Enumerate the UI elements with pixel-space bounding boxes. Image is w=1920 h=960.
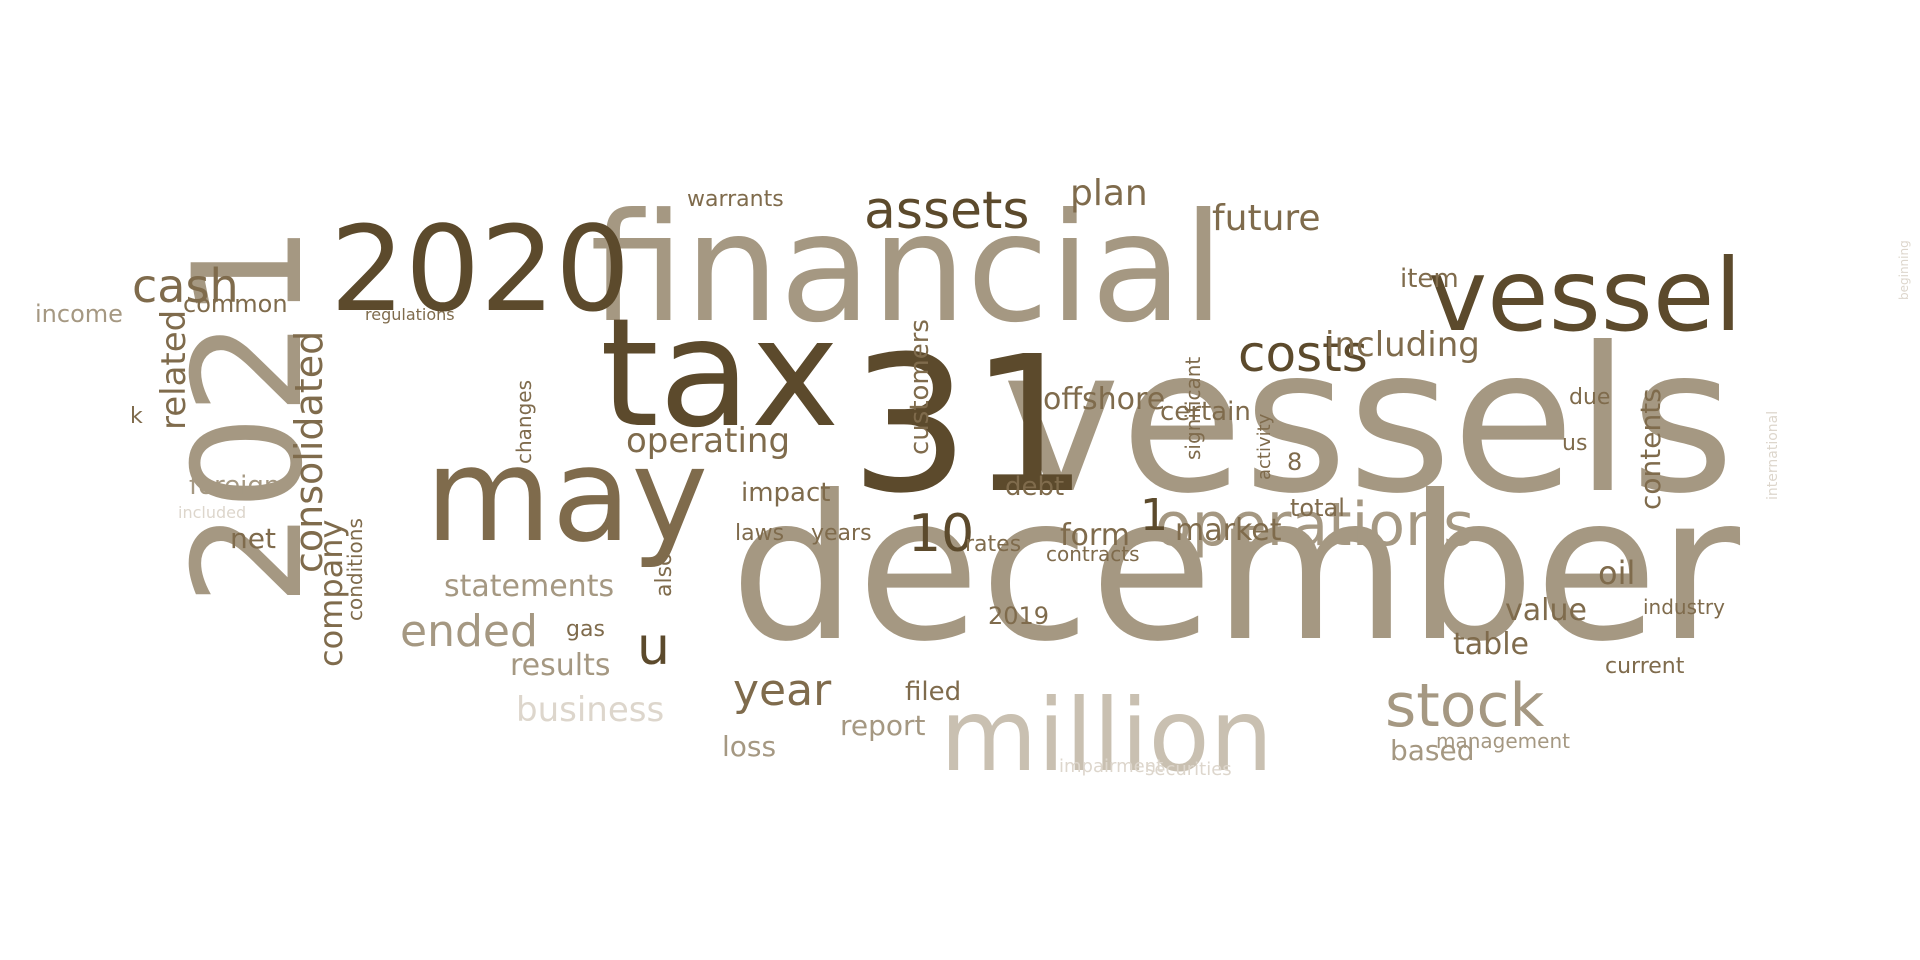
word-11: costs xyxy=(1238,325,1368,383)
word-13: stock xyxy=(1385,671,1544,741)
word-20: 1 xyxy=(1140,490,1168,541)
word-45: loss xyxy=(722,730,776,763)
word-50: item xyxy=(1400,264,1459,294)
word-74: international xyxy=(1765,411,1781,500)
word-2: 31 xyxy=(850,316,1089,535)
word-54: due xyxy=(1569,385,1610,410)
word-19: 10 xyxy=(908,504,974,564)
word-44: common xyxy=(183,290,288,318)
word-16: including xyxy=(1325,325,1480,365)
word-4: 2021 xyxy=(162,224,336,606)
word-8: 2020 xyxy=(330,200,630,338)
word-56: also xyxy=(652,552,677,597)
word-3: financial xyxy=(590,182,1224,356)
word-62: rates xyxy=(965,532,1021,557)
word-58: changes xyxy=(512,380,536,464)
word-67: impairment xyxy=(1059,756,1163,777)
word-1: vessels xyxy=(1002,305,1735,538)
word-35: oil xyxy=(1598,554,1635,592)
word-14: cash xyxy=(132,259,239,313)
word-46: report xyxy=(840,709,926,742)
word-18: future xyxy=(1212,198,1321,239)
word-63: significant xyxy=(1181,357,1205,460)
word-61: laws xyxy=(735,521,784,546)
word-27: company xyxy=(312,520,350,667)
word-39: impact xyxy=(741,478,830,508)
word-52: total xyxy=(1290,494,1345,522)
word-30: form xyxy=(1060,518,1130,553)
word-38: certain xyxy=(1160,397,1251,427)
word-26: related xyxy=(154,310,194,430)
word-40: customers xyxy=(905,319,935,455)
word-64: contracts xyxy=(1046,542,1140,566)
word-51: current xyxy=(1605,654,1685,679)
word-53: us xyxy=(1562,431,1587,456)
word-59: conditions xyxy=(343,518,367,621)
word-31: market xyxy=(1175,513,1282,548)
word-57: gas xyxy=(566,617,605,642)
word-70: 8 xyxy=(1287,448,1302,476)
word-60: years xyxy=(811,521,872,546)
word-49: debt xyxy=(1005,472,1064,502)
word-9: vessel xyxy=(1428,237,1742,354)
word-21: operating xyxy=(626,421,790,461)
word-32: results xyxy=(510,648,611,683)
word-25: business xyxy=(516,690,664,730)
word-75: beginning xyxy=(1897,240,1911,300)
word-66: management xyxy=(1436,729,1570,753)
word-43: income xyxy=(35,300,123,328)
word-47: filed xyxy=(905,677,961,707)
word-71: activity xyxy=(1254,413,1275,480)
word-41: net xyxy=(230,522,276,555)
word-17: plan xyxy=(1070,173,1148,214)
word-23: u xyxy=(637,617,670,677)
word-37: based xyxy=(1390,734,1475,767)
word-7: million xyxy=(940,677,1273,794)
word-36: contents xyxy=(1634,388,1667,510)
word-15: consolidated xyxy=(287,331,331,573)
word-22: ended xyxy=(400,606,538,657)
word-33: value xyxy=(1505,593,1587,628)
word-48: 2019 xyxy=(988,602,1049,630)
word-6: may xyxy=(425,419,708,571)
word-5: tax xyxy=(600,287,840,461)
word-69: k xyxy=(130,404,143,429)
word-10: operations xyxy=(1155,490,1474,560)
word-68: securities xyxy=(1145,759,1232,780)
word-28: statements xyxy=(444,569,614,604)
word-73: included xyxy=(178,503,246,522)
word-72: regulations xyxy=(365,305,455,324)
word-12: assets xyxy=(864,181,1030,241)
word-24: year xyxy=(733,665,832,716)
word-42: foreign xyxy=(189,471,280,501)
word-55: warrants xyxy=(687,187,784,212)
word-65: industry xyxy=(1643,595,1725,619)
word-34: table xyxy=(1453,627,1529,662)
word-0: december xyxy=(730,453,1741,686)
word-29: offshore xyxy=(1043,382,1165,417)
